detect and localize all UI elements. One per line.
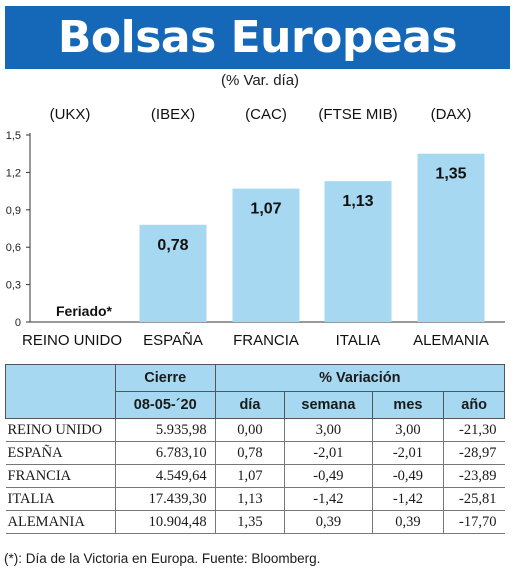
row-cierre: 10.904,48	[114, 510, 216, 534]
row-mes: 0,39	[371, 510, 444, 534]
row-semana: 3,00	[284, 418, 373, 442]
header-ano: año	[443, 391, 505, 419]
bar	[139, 224, 207, 322]
row-name: ESPAÑA	[5, 441, 116, 465]
y-tick-label: 0	[15, 317, 21, 329]
header-mes: mes	[371, 391, 445, 419]
data-label: 1,35	[435, 166, 466, 183]
header-semana: semana	[284, 391, 373, 419]
bar	[232, 188, 300, 322]
index-label: (CAC)	[245, 106, 287, 123]
table-row: REINO UNIDO 5.935,98 0,00 3,00 3,00 -21,…	[5, 418, 505, 442]
stock-table: Cierre % Variación 08-05-´20 día semana …	[5, 364, 506, 534]
index-label: (UKX)	[50, 106, 91, 123]
row-mes: 3,00	[371, 418, 444, 442]
table-corner	[5, 364, 116, 419]
index-label: (DAX)	[431, 106, 472, 123]
chart-title: Bolsas Europeas	[57, 12, 458, 63]
row-name: REINO UNIDO	[5, 418, 116, 442]
data-label: 1,13	[342, 193, 373, 210]
row-dia: 1,35	[214, 510, 285, 534]
row-name: FRANCIA	[5, 464, 116, 488]
data-label: 1,07	[250, 201, 281, 218]
row-cierre: 6.783,10	[114, 441, 216, 465]
header-cierre: Cierre	[114, 364, 216, 392]
row-dia: 0,78	[214, 441, 285, 465]
row-semana: 0,39	[284, 510, 373, 534]
row-cierre: 4.549,64	[114, 464, 216, 488]
data-label: 0,78	[157, 237, 188, 254]
category-label: ALEMANIA	[413, 332, 489, 349]
header-date: 08-05-´20	[114, 391, 216, 419]
row-ano: -21,30	[443, 418, 505, 442]
y-tick-label: 1,5	[6, 130, 21, 142]
row-ano: -23,89	[443, 464, 505, 488]
row-semana: -1,42	[284, 487, 373, 511]
row-mes: -1,42	[371, 487, 444, 511]
y-tick-label: 1,2	[6, 167, 21, 179]
row-cierre: 5.935,98	[114, 418, 216, 442]
chart-subtitle: (% Var. día)	[220, 72, 300, 89]
row-ano: -17,70	[443, 510, 505, 534]
category-label: ESPAÑA	[143, 332, 203, 349]
y-tick-label: 0,6	[6, 242, 21, 254]
index-label: (FTSE MIB)	[318, 106, 397, 123]
row-name: ALEMANIA	[5, 510, 116, 534]
bar-chart: 0 0,3 0,6 0,9 1,2 1,5 (UKX) Feriado* REINO UNIDO…	[6, 106, 505, 349]
row-mes: -0,49	[371, 464, 444, 488]
header-dia: día	[214, 391, 286, 419]
row-dia: 1,13	[214, 487, 285, 511]
bar	[417, 153, 485, 322]
table-row: ESPAÑA 6.783,10 0,78 -2,01 -2,01 -28,97	[5, 441, 505, 465]
row-dia: 1,07	[214, 464, 285, 488]
row-name: ITALIA	[5, 487, 116, 511]
row-ano: -25,81	[443, 487, 505, 511]
row-ano: -28,97	[443, 441, 505, 465]
table-row: FRANCIA 4.549,64 1,07 -0,49 -0,49 -23,89	[5, 464, 505, 488]
title-banner: Bolsas Europeas	[5, 6, 510, 69]
row-mes: -2,01	[371, 441, 444, 465]
category-label: REINO UNIDO	[22, 332, 122, 349]
footnote: (*): Día de la Victoria en Europa. Fuent…	[4, 551, 321, 566]
bar	[324, 181, 392, 322]
category-label: FRANCIA	[233, 332, 299, 349]
table-row: ALEMANIA 10.904,48 1,35 0,39 0,39 -17,70	[5, 510, 505, 534]
index-label: (IBEX)	[151, 106, 195, 123]
row-semana: -0,49	[284, 464, 373, 488]
row-semana: -2,01	[284, 441, 373, 465]
row-cierre: 17.439,30	[114, 487, 216, 511]
table-row: ITALIA 17.439,30 1,13 -1,42 -1,42 -25,81	[5, 487, 505, 511]
y-tick-label: 0,3	[6, 280, 21, 292]
category-label: ITALIA	[336, 332, 381, 349]
header-variacion: % Variación	[214, 364, 506, 392]
y-tick-label: 0,9	[6, 205, 21, 217]
data-label: Feriado*	[56, 303, 113, 319]
row-dia: 0,00	[214, 418, 285, 442]
